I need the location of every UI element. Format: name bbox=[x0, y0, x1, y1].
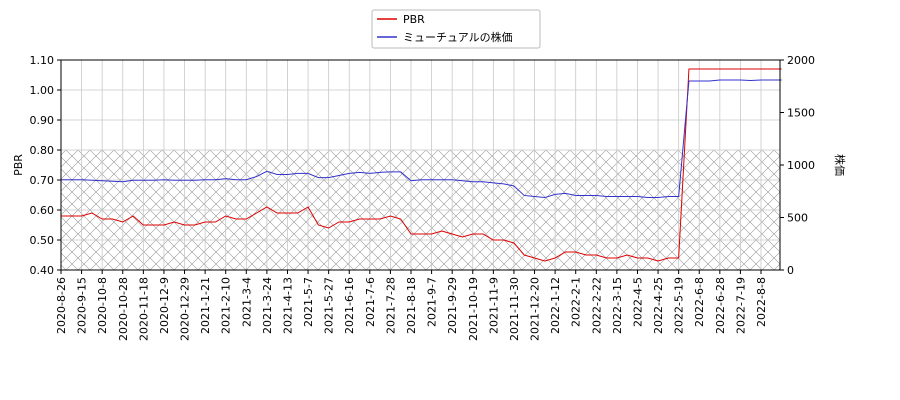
plot-frame bbox=[60, 59, 781, 271]
y-tick-label: 1.00 bbox=[30, 84, 55, 97]
x-tick-label: 2022-6-8 bbox=[693, 277, 706, 327]
y-tick-label: 0.70 bbox=[30, 174, 55, 187]
x-tick-label: 2022-1-12 bbox=[549, 277, 562, 334]
x-tick-label: 2021-7-6 bbox=[364, 277, 377, 327]
x-tick-label: 2020-9-15 bbox=[76, 277, 89, 334]
x-tick-label: 2021-8-18 bbox=[405, 277, 418, 334]
y2-axis-label: 株価 bbox=[833, 154, 847, 176]
y2-tick-label: 1000 bbox=[787, 159, 815, 172]
x-tick-label: 2020-11-18 bbox=[137, 277, 150, 341]
series-line bbox=[61, 79, 782, 199]
x-tick-label: 2022-4-25 bbox=[652, 277, 665, 334]
y-tick-label: 0.60 bbox=[30, 204, 55, 217]
y2-tick-label: 0 bbox=[787, 264, 794, 277]
x-tick-label: 2021-11-9 bbox=[487, 277, 500, 334]
legend-label: ミューチュアルの株価 bbox=[403, 30, 513, 44]
x-tick-label: 2022-2-1 bbox=[570, 277, 583, 327]
y2-tick-label: 500 bbox=[787, 212, 808, 225]
x-tick-label: 2021-9-7 bbox=[426, 277, 439, 327]
x-tick-label: 2021-2-10 bbox=[220, 277, 233, 334]
x-tick-label: 2022-2-22 bbox=[590, 277, 603, 334]
y-tick-label: 0.90 bbox=[30, 114, 55, 127]
x-tick-label: 2021-7-28 bbox=[384, 277, 397, 334]
series-line bbox=[61, 68, 782, 262]
x-tick-label: 2020-12-29 bbox=[179, 277, 192, 341]
x-tick-label: 2020-10-28 bbox=[117, 277, 130, 341]
y-tick-label: 1.10 bbox=[30, 54, 55, 67]
x-tick-label: 2020-10-8 bbox=[96, 277, 109, 334]
x-tick-label: 2021-1-21 bbox=[199, 277, 212, 334]
x-tick-label: 2021-6-16 bbox=[343, 277, 356, 334]
x-tick-label: 2021-12-20 bbox=[529, 277, 542, 341]
legend-box bbox=[371, 9, 541, 49]
x-tick-label: 2020-8-26 bbox=[55, 277, 68, 334]
x-tick-label: 2022-5-19 bbox=[673, 277, 686, 334]
y-axis-label: PBR bbox=[12, 154, 25, 176]
x-tick-label: 2021-4-13 bbox=[281, 277, 294, 334]
x-tick-label: 2022-8-8 bbox=[755, 277, 768, 327]
legend-label: PBR bbox=[403, 13, 425, 26]
y-tick-label: 0.80 bbox=[30, 144, 55, 157]
x-tick-label: 2021-5-27 bbox=[323, 277, 336, 334]
x-tick-label: 2021-11-30 bbox=[508, 277, 521, 341]
y2-tick-label: 1500 bbox=[787, 107, 815, 120]
y-tick-label: 0.40 bbox=[30, 264, 55, 277]
x-tick-label: 2022-6-28 bbox=[714, 277, 727, 334]
y-tick-label: 0.50 bbox=[30, 234, 55, 247]
x-tick-label: 2021-3-24 bbox=[261, 277, 274, 334]
x-tick-label: 2021-5-7 bbox=[302, 277, 315, 327]
x-tick-label: 2022-7-19 bbox=[734, 277, 747, 334]
x-tick-label: 2022-4-5 bbox=[631, 277, 644, 327]
x-tick-label: 2021-3-4 bbox=[240, 277, 253, 327]
x-tick-label: 2021-10-19 bbox=[467, 277, 480, 341]
x-tick-label: 2022-3-15 bbox=[611, 277, 624, 334]
y2-tick-label: 2000 bbox=[787, 54, 815, 67]
x-tick-label: 2021-9-29 bbox=[446, 277, 459, 334]
x-tick-label: 2020-12-9 bbox=[158, 277, 171, 334]
legend: PBR ミューチュアルの株価 bbox=[371, 9, 541, 49]
